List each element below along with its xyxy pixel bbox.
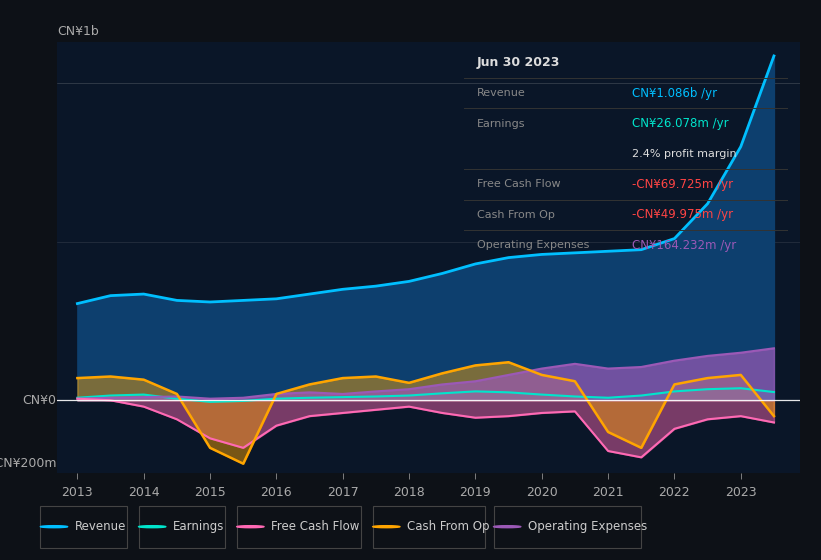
- Text: Revenue: Revenue: [75, 520, 126, 533]
- Circle shape: [493, 526, 521, 528]
- Circle shape: [373, 526, 400, 528]
- Text: CN¥26.078m /yr: CN¥26.078m /yr: [632, 117, 729, 130]
- Text: CN¥1.086b /yr: CN¥1.086b /yr: [632, 87, 718, 100]
- Text: Cash From Op: Cash From Op: [406, 520, 489, 533]
- Text: 2.4% profit margin: 2.4% profit margin: [632, 149, 737, 159]
- Text: CN¥0: CN¥0: [23, 394, 57, 407]
- Text: Revenue: Revenue: [477, 88, 525, 98]
- Text: -CN¥49.975m /yr: -CN¥49.975m /yr: [632, 208, 734, 221]
- Text: CN¥164.232m /yr: CN¥164.232m /yr: [632, 239, 736, 251]
- Circle shape: [40, 526, 67, 528]
- Text: CN¥1b: CN¥1b: [57, 25, 99, 38]
- Text: Free Cash Flow: Free Cash Flow: [477, 179, 561, 189]
- Circle shape: [139, 526, 166, 528]
- Text: Operating Expenses: Operating Expenses: [477, 240, 589, 250]
- Text: Earnings: Earnings: [477, 119, 525, 129]
- Text: Cash From Op: Cash From Op: [477, 210, 555, 220]
- Circle shape: [236, 526, 264, 528]
- Text: Operating Expenses: Operating Expenses: [528, 520, 647, 533]
- Text: Earnings: Earnings: [172, 520, 224, 533]
- Text: -CN¥69.725m /yr: -CN¥69.725m /yr: [632, 178, 734, 191]
- Text: -CN¥200m: -CN¥200m: [0, 457, 57, 470]
- Text: Jun 30 2023: Jun 30 2023: [477, 57, 560, 69]
- Text: Free Cash Flow: Free Cash Flow: [271, 520, 359, 533]
